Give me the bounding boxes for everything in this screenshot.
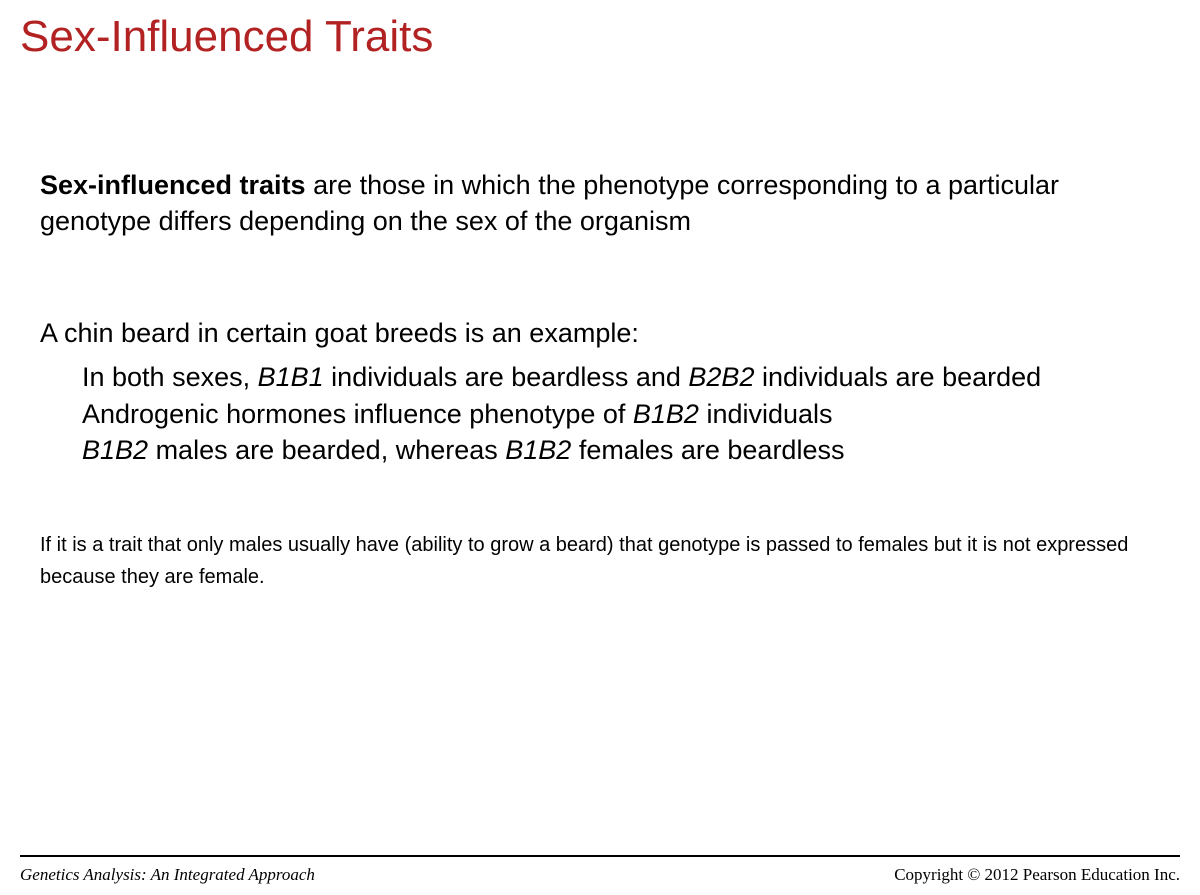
definition-bold-lead: Sex-influenced traits <box>40 170 306 200</box>
footer-right-text: Copyright © 2012 Pearson Education Inc. <box>894 865 1180 885</box>
genotype-label: B1B2 <box>505 435 571 465</box>
example-text: Androgenic hormones influence phenotype … <box>82 399 633 429</box>
footer-left-text: Genetics Analysis: An Integrated Approac… <box>20 865 315 885</box>
slide-footer: Genetics Analysis: An Integrated Approac… <box>0 855 1200 885</box>
example-text: individuals are bearded <box>754 362 1041 392</box>
example-intro: A chin beard in certain goat breeds is a… <box>40 315 1160 351</box>
example-text: In both sexes, <box>82 362 258 392</box>
genotype-label: B2B2 <box>688 362 754 392</box>
example-text: females are beardless <box>571 435 844 465</box>
footer-content: Genetics Analysis: An Integrated Approac… <box>20 865 1180 885</box>
genotype-label: B1B2 <box>633 399 699 429</box>
genotype-label: B1B2 <box>82 435 148 465</box>
handwritten-note: If it is a trait that only males usually… <box>40 529 1160 593</box>
example-list: In both sexes, B1B1 individuals are bear… <box>82 359 1160 468</box>
example-line: B1B2 males are bearded, whereas B1B2 fem… <box>82 432 1160 468</box>
example-line: In both sexes, B1B1 individuals are bear… <box>82 359 1160 395</box>
example-line: Androgenic hormones influence phenotype … <box>82 396 1160 432</box>
slide-title: Sex-Influenced Traits <box>0 0 1200 62</box>
example-text: individuals are beardless and <box>324 362 689 392</box>
genotype-label: B1B1 <box>258 362 324 392</box>
footer-divider <box>20 855 1180 857</box>
example-text: males are bearded, whereas <box>148 435 505 465</box>
example-text: individuals <box>699 399 833 429</box>
definition-paragraph: Sex-influenced traits are those in which… <box>40 167 1160 240</box>
slide-content: Sex-influenced traits are those in which… <box>0 167 1200 593</box>
